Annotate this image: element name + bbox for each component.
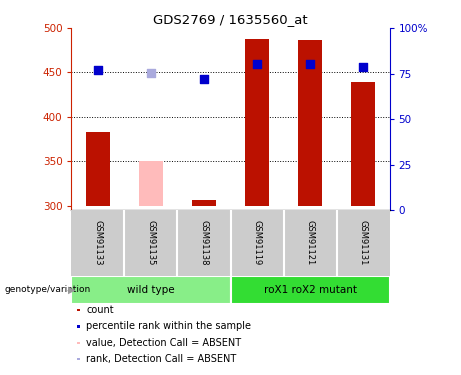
- Point: [94, 67, 101, 73]
- Text: GSM91135: GSM91135: [147, 220, 155, 266]
- Bar: [230, 276, 390, 304]
- Text: wild type: wild type: [127, 285, 175, 295]
- Text: ▶: ▶: [68, 285, 76, 295]
- Bar: [351, 82, 375, 206]
- Text: GSM91121: GSM91121: [306, 220, 314, 266]
- Bar: [298, 40, 322, 206]
- Text: GSM91119: GSM91119: [253, 220, 261, 266]
- Point: [359, 64, 366, 70]
- Bar: [86, 132, 110, 206]
- Text: genotype/variation: genotype/variation: [5, 285, 91, 294]
- Text: GSM91138: GSM91138: [200, 220, 208, 266]
- Bar: [77, 326, 80, 328]
- Point: [200, 76, 207, 82]
- Title: GDS2769 / 1635560_at: GDS2769 / 1635560_at: [153, 13, 308, 26]
- Text: roX1 roX2 mutant: roX1 roX2 mutant: [264, 285, 356, 295]
- Point: [148, 70, 155, 76]
- Bar: [71, 276, 230, 304]
- Text: GSM91133: GSM91133: [94, 220, 102, 266]
- Bar: [77, 309, 80, 311]
- Bar: [192, 200, 216, 206]
- Bar: [139, 161, 163, 206]
- Point: [254, 62, 261, 68]
- Bar: [245, 39, 269, 206]
- Point: [306, 62, 313, 68]
- Bar: [77, 358, 80, 360]
- Bar: [77, 342, 80, 344]
- Text: GSM91131: GSM91131: [359, 220, 367, 266]
- Text: percentile rank within the sample: percentile rank within the sample: [86, 321, 251, 332]
- Text: rank, Detection Call = ABSENT: rank, Detection Call = ABSENT: [86, 354, 236, 364]
- Text: value, Detection Call = ABSENT: value, Detection Call = ABSENT: [86, 338, 242, 348]
- Text: count: count: [86, 305, 114, 315]
